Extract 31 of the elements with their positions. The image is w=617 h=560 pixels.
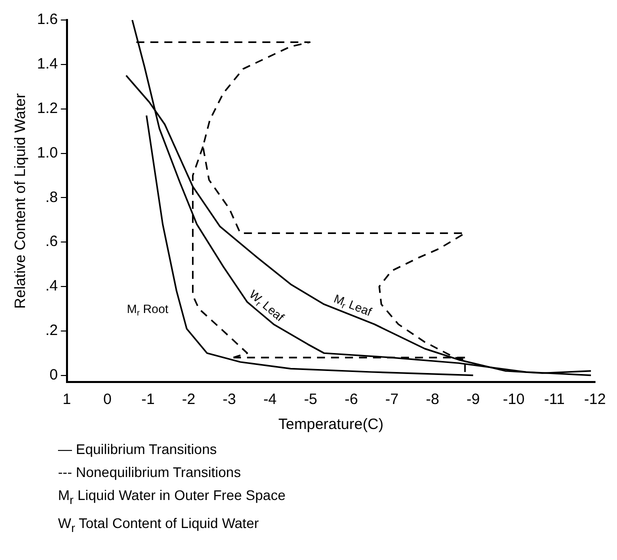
x-tick-label: -5 <box>304 391 318 408</box>
text: — Equilibrium Transitions <box>58 440 218 459</box>
text: Mr Leaf <box>332 291 374 320</box>
y-tick-label: .2 <box>45 322 58 340</box>
x-tick-label: -8 <box>426 391 440 408</box>
x-tick-label: -1 <box>141 391 155 408</box>
y-tick-label: .4 <box>45 278 58 295</box>
x-tick-label: -7 <box>385 391 399 408</box>
x-tick-label: -11 <box>544 391 565 408</box>
x-tick-label: -12 <box>584 391 606 408</box>
y-tick-label: 1.4 <box>36 56 58 73</box>
y-tick-label: 1.6 <box>36 11 58 28</box>
y-tick-label: .6 <box>45 233 58 250</box>
y-tick-label: .8 <box>45 188 58 206</box>
x-tick-label: -6 <box>344 391 358 408</box>
x-tick-label: -10 <box>502 391 525 408</box>
x-tick-label: -9 <box>466 391 480 408</box>
text: M$_{r}$ Liquid Water in Outer Free Space <box>58 486 286 509</box>
text: Wr Leaf <box>246 287 288 325</box>
y-axis-title: Relative Content of Liquid Water <box>12 93 30 309</box>
x-axis-title: Temperature(C) <box>278 416 384 434</box>
y-tick-label: 0 <box>50 366 58 384</box>
x-tick-label: -2 <box>182 391 196 408</box>
text: W$_{r}$ Total Content of Liquid Water <box>58 514 260 537</box>
x-tick-label: -4 <box>263 391 277 408</box>
y-tick-label: 1.2 <box>36 100 58 117</box>
x-tick-label: 0 <box>103 391 112 408</box>
x-tick-label: 1 <box>62 391 72 408</box>
x-tick-label: -3 <box>222 391 236 408</box>
text: --- Nonequilibrium Transitions <box>58 463 242 482</box>
y-tick-label: 1.0 <box>36 144 58 162</box>
